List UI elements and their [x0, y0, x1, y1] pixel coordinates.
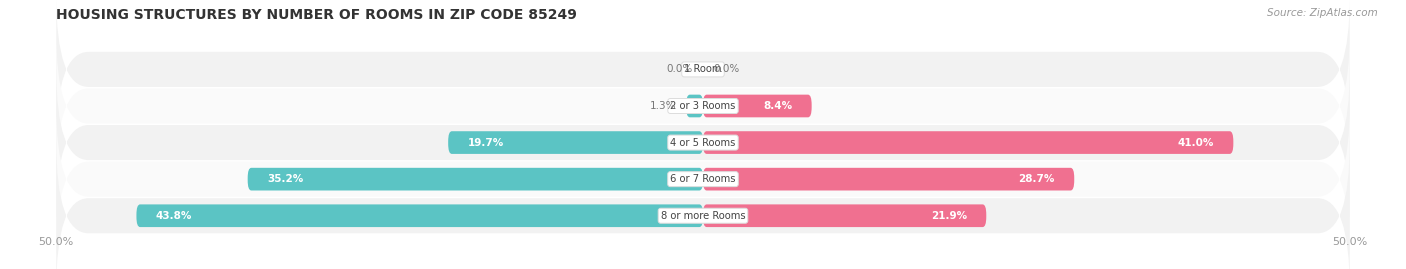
Text: 19.7%: 19.7%: [468, 137, 503, 148]
FancyBboxPatch shape: [703, 204, 986, 227]
Text: 28.7%: 28.7%: [1018, 174, 1054, 184]
FancyBboxPatch shape: [56, 142, 1350, 269]
Text: 43.8%: 43.8%: [156, 211, 193, 221]
FancyBboxPatch shape: [703, 168, 1074, 190]
Text: 2 or 3 Rooms: 2 or 3 Rooms: [671, 101, 735, 111]
FancyBboxPatch shape: [703, 95, 811, 117]
FancyBboxPatch shape: [56, 32, 1350, 180]
Text: Source: ZipAtlas.com: Source: ZipAtlas.com: [1267, 8, 1378, 18]
Text: 6 or 7 Rooms: 6 or 7 Rooms: [671, 174, 735, 184]
Text: 41.0%: 41.0%: [1178, 137, 1213, 148]
FancyBboxPatch shape: [56, 105, 1350, 253]
Text: 0.0%: 0.0%: [713, 64, 740, 75]
FancyBboxPatch shape: [703, 131, 1233, 154]
Text: 21.9%: 21.9%: [931, 211, 967, 221]
FancyBboxPatch shape: [56, 69, 1350, 217]
Text: HOUSING STRUCTURES BY NUMBER OF ROOMS IN ZIP CODE 85249: HOUSING STRUCTURES BY NUMBER OF ROOMS IN…: [56, 8, 576, 22]
FancyBboxPatch shape: [247, 168, 703, 190]
Text: 0.0%: 0.0%: [666, 64, 693, 75]
Text: 4 or 5 Rooms: 4 or 5 Rooms: [671, 137, 735, 148]
Text: 1.3%: 1.3%: [650, 101, 676, 111]
FancyBboxPatch shape: [449, 131, 703, 154]
FancyBboxPatch shape: [136, 204, 703, 227]
Text: 35.2%: 35.2%: [267, 174, 304, 184]
Text: 8 or more Rooms: 8 or more Rooms: [661, 211, 745, 221]
Text: 8.4%: 8.4%: [763, 101, 792, 111]
FancyBboxPatch shape: [686, 95, 703, 117]
FancyBboxPatch shape: [56, 0, 1350, 143]
Text: 1 Room: 1 Room: [685, 64, 721, 75]
